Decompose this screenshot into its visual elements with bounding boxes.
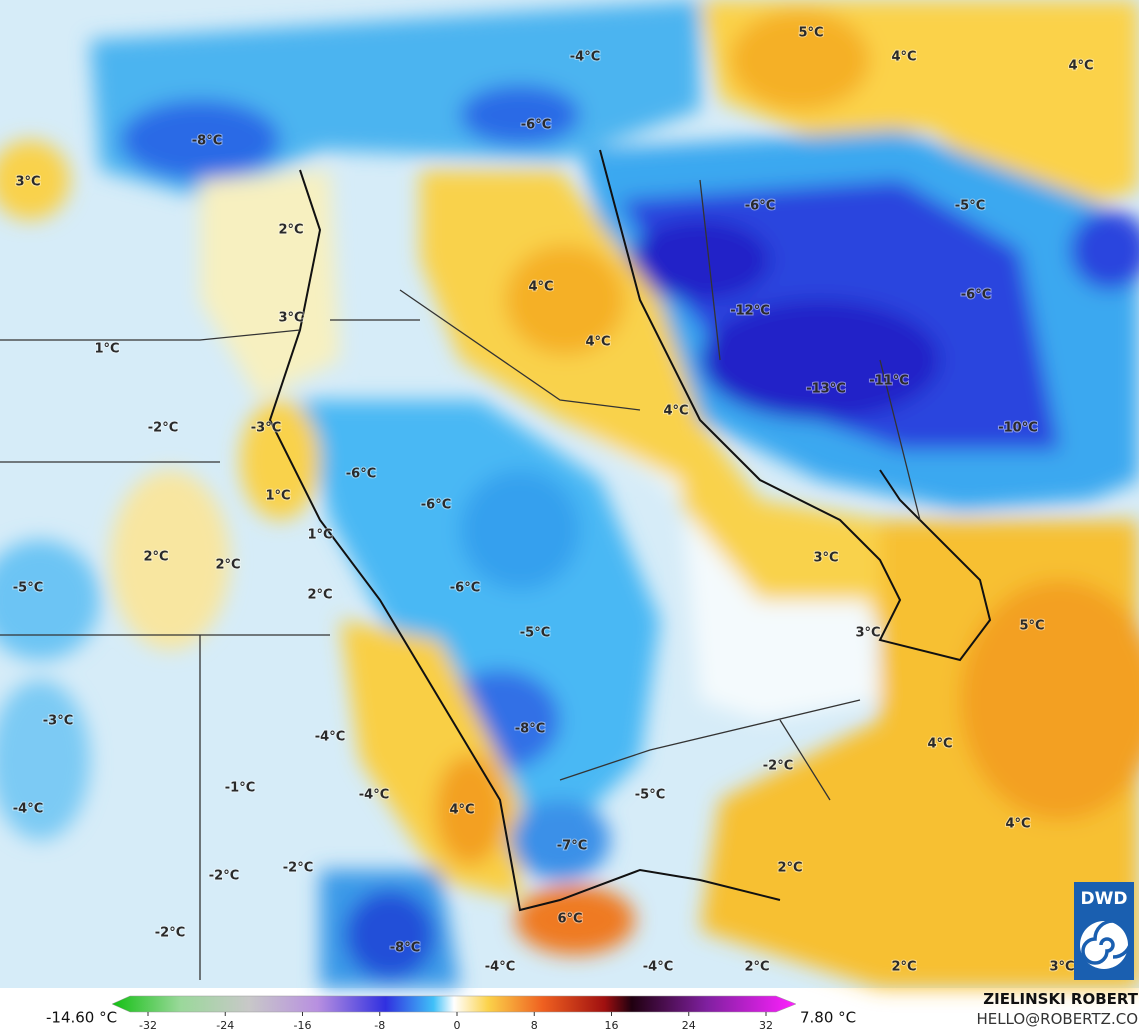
temperature-label: -7°C (557, 839, 587, 854)
colorbar-ticks: -32 -24 -16 -8 0 8 16 24 32 (139, 1012, 773, 1032)
temperature-label: -5°C (520, 626, 550, 641)
temperature-label: -8°C (390, 941, 420, 956)
temperature-label: 2°C (744, 960, 769, 975)
temperature-label: 4°C (891, 50, 916, 65)
temperature-label: -3°C (43, 714, 73, 729)
colorbar-tick-label: -24 (216, 1019, 234, 1032)
temperature-label: 4°C (1005, 817, 1030, 832)
temperature-label: -3°C (251, 421, 281, 436)
colorbar-tick-label: 16 (605, 1019, 619, 1032)
temperature-label: 4°C (1068, 59, 1093, 74)
colorbar-tick-label: -8 (374, 1019, 385, 1032)
temperature-label: -5°C (13, 581, 43, 596)
temperature-label: -2°C (155, 926, 185, 941)
temperature-label: -4°C (315, 730, 345, 745)
temperature-label: -2°C (763, 759, 793, 774)
colorbar-tick-label: 0 (454, 1019, 461, 1032)
temperature-label: 3°C (813, 551, 838, 566)
temperature-label: -2°C (148, 421, 178, 436)
temperature-label: 4°C (449, 803, 474, 818)
temperature-label: -4°C (643, 960, 673, 975)
temperature-label: 3°C (855, 626, 880, 641)
temperature-label: -6°C (521, 118, 551, 133)
map-field (0, 0, 1139, 988)
temperature-labels: 5°C 4°C 4°C -4°C -8°C -6°C 3°C -6°C -5°C 2°C 4°C -6… (12, 25, 1095, 976)
temperature-label: -6°C (346, 467, 376, 482)
temperature-label: -4°C (359, 788, 389, 803)
temperature-label: -4°C (570, 50, 600, 65)
temperature-label: -4°C (13, 802, 43, 817)
temperature-label: 6°C (557, 912, 582, 927)
temperature-label: 5°C (1019, 619, 1044, 634)
temperature-label: -8°C (192, 134, 222, 149)
temperature-label: 2°C (307, 588, 332, 603)
temperature-label: -6°C (961, 288, 991, 303)
temperature-label: -2°C (283, 861, 313, 876)
colorbar-tick-label: 32 (759, 1019, 773, 1032)
temperature-label: -11°C (869, 374, 909, 389)
colorbar-max: 7.80 °C (800, 1009, 856, 1027)
temperature-label: -5°C (635, 788, 665, 803)
temperature-label: 2°C (143, 550, 168, 565)
temperature-label: 2°C (891, 960, 916, 975)
temperature-label: -4°C (485, 960, 515, 975)
temperature-label: 2°C (777, 861, 802, 876)
temperature-label: -10°C (998, 421, 1038, 436)
colorbar: -32 -24 -16 -8 0 8 16 24 32 -14.60 °C 7.80 °C (46, 995, 856, 1032)
temperature-label: -6°C (421, 498, 451, 513)
colorbar-tick-label: -16 (294, 1019, 312, 1032)
colorbar-scale (111, 995, 797, 1013)
temperature-label: 1°C (94, 342, 119, 357)
logo-text: DWD (1081, 889, 1128, 909)
temperature-label: 4°C (585, 335, 610, 350)
temperature-label: -8°C (515, 722, 545, 737)
temperature-label: 3°C (1049, 960, 1074, 975)
temperature-label: 4°C (528, 280, 553, 295)
temperature-label: 2°C (278, 223, 303, 238)
colorbar-tick-label: 24 (682, 1019, 696, 1032)
temperature-label: -6°C (450, 581, 480, 596)
temperature-label: -6°C (745, 199, 775, 214)
temperature-label: 4°C (663, 404, 688, 419)
temperature-label: -13°C (806, 382, 846, 397)
temperature-label: 3°C (15, 175, 40, 190)
colorbar-min: -14.60 °C (46, 1009, 117, 1027)
temperature-label: 4°C (927, 737, 952, 752)
temperature-label: -1°C (225, 781, 255, 796)
temperature-label: -5°C (955, 199, 985, 214)
temperature-label: -12°C (730, 304, 770, 319)
temperature-label: 3°C (278, 311, 303, 326)
temperature-label: 1°C (307, 528, 332, 543)
temperature-label: 1°C (265, 489, 290, 504)
colorbar-tick-label: -32 (139, 1019, 157, 1032)
temperature-label: -2°C (209, 869, 239, 884)
dwd-logo: DWD (1074, 882, 1134, 980)
temperature-label: 5°C (798, 26, 823, 41)
temperature-label: 2°C (215, 558, 240, 573)
author: ZIELINSKI ROBERT (983, 990, 1138, 1008)
contact: HELLO@ROBERTZ.CO (976, 1010, 1138, 1028)
colorbar-tick-label: 8 (531, 1019, 538, 1032)
